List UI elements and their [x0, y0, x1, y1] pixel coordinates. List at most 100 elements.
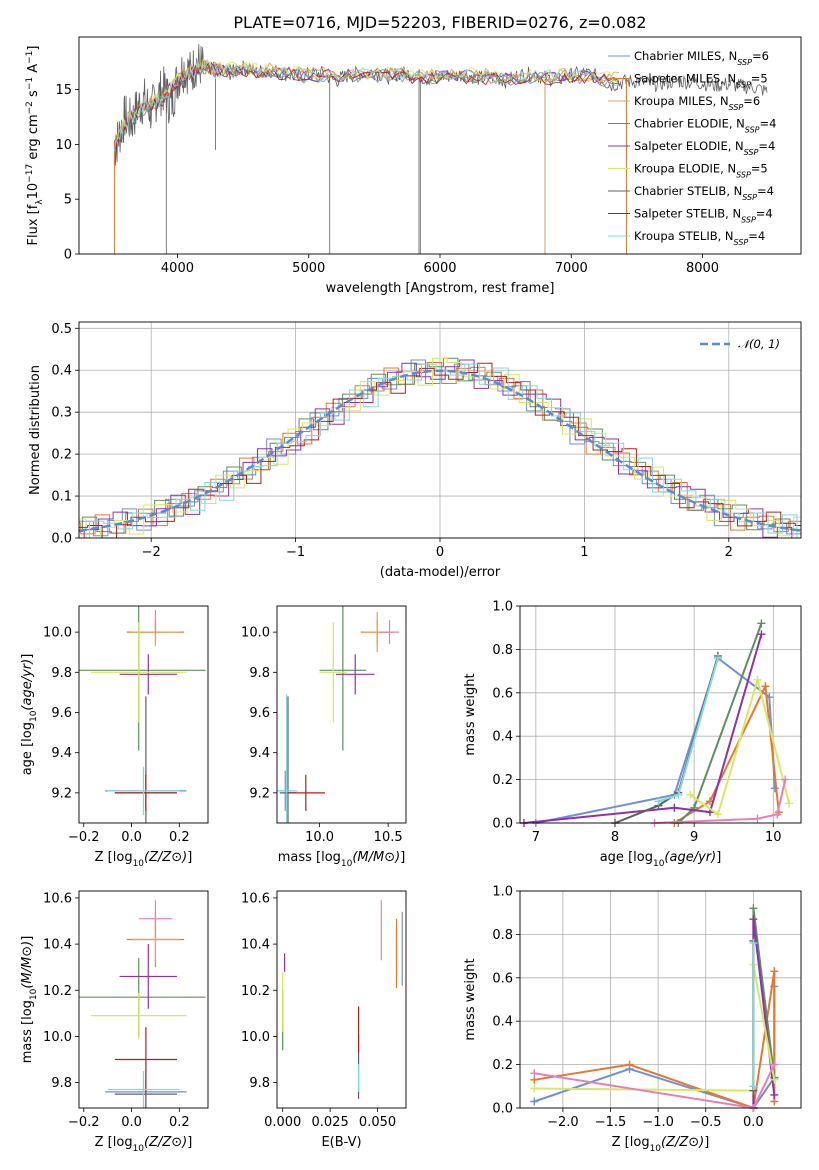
legend-label-sub: SSP: [737, 58, 752, 67]
weight-marker: [770, 1060, 779, 1069]
axis-label-part: (age/yr): [664, 850, 716, 865]
legend-label-part: Salpeter STELIB, N: [634, 207, 741, 221]
weight-marker: [770, 1090, 779, 1099]
weight-marker: [773, 810, 782, 819]
y-tick-label: 0.4: [492, 730, 513, 745]
x-axis-label: Z [log10(Z/Z⊙)]: [95, 850, 193, 869]
histogram-series: [79, 357, 801, 538]
x-axis-label: Z [log10(Z/Z⊙)]: [612, 1135, 710, 1154]
y-tick-label: 9.8: [51, 1076, 72, 1091]
x-tick-label: 4000: [161, 261, 194, 276]
x-tick-label: 0: [436, 545, 444, 560]
axis-label-part: ]: [716, 850, 721, 865]
x-tick-label: 7: [532, 830, 540, 845]
y-tick-label: 0.0: [492, 1102, 513, 1117]
y-axis-label-part: A: [26, 64, 41, 77]
weight-marker: [770, 1075, 779, 1084]
residuals-plot-area: [79, 357, 801, 538]
y-tick-label: 10.0: [241, 626, 270, 641]
y-tick-label: 10.0: [43, 626, 72, 641]
y-axis-label: mass [log10(M/M⊙)]: [20, 936, 39, 1064]
weight-marker: [749, 915, 758, 924]
y-tick-label: 0.8: [492, 643, 513, 658]
axis-label-part: (age/yr): [20, 659, 35, 711]
legend-label-part: Kroupa ELODIE, N: [634, 162, 736, 176]
histogram-series: [79, 357, 801, 534]
axis-label-sub: 10: [650, 1144, 662, 1154]
y-tick-label: 10.6: [241, 891, 270, 906]
y-tick-label: 0.2: [492, 1058, 513, 1073]
x-tick-label: −1.0: [642, 1115, 674, 1130]
y-axis-label-part: 10: [26, 183, 41, 200]
weight-line: [534, 964, 776, 1092]
gauss-legend-label: 𝒩(0, 1): [738, 337, 780, 351]
legend-label-sub: SSP: [729, 103, 744, 112]
x-tick-label: 10.0: [305, 830, 334, 845]
axis-label-part: ]: [187, 850, 192, 865]
y-tick-label: 1.0: [492, 600, 513, 615]
Z-age-plot-area: [79, 606, 206, 823]
x-tick-label: 0.050: [359, 1115, 396, 1130]
weight-marker: [530, 1097, 539, 1106]
axis-label-part: mass [log: [278, 850, 341, 865]
axis-label-part: ]: [704, 1135, 709, 1150]
y-tick-label: 0.2: [51, 448, 72, 463]
x-tick-label: 0.0: [121, 830, 142, 845]
axis-label-sub: 10: [133, 1144, 145, 1154]
weight-line: [654, 779, 787, 824]
y-axis-label-part: Flux [f: [26, 204, 41, 245]
legend-label: Chabrier MILES, NSSP=6: [634, 49, 769, 67]
axis-label-part: (M/M⊙): [20, 941, 35, 989]
y-tick-label: 0.0: [51, 532, 72, 547]
Z-weight-panel: −2.0 −1.5 −1.0 −0.5 0.0 0.0 0.2 0.4 0.6 0.8 1.0 Z […: [463, 885, 802, 1154]
x-tick-label: 0.025: [312, 1115, 349, 1130]
legend-label-part: Salpeter ELODIE, N: [634, 139, 744, 153]
weight-marker: [785, 799, 794, 808]
axes-frame: [78, 890, 209, 1109]
y-tick-label: 9.8: [51, 666, 72, 681]
legend-label-sub: SSP: [736, 80, 751, 89]
y-tick-label: 9.4: [51, 746, 72, 761]
weight-marker: [770, 967, 779, 976]
mass-age-plot-area: [277, 606, 400, 823]
x-tick-label: −0.5: [690, 1115, 722, 1130]
model-spectrum-line: [113, 62, 620, 150]
y-axis-label-part: −2: [25, 101, 35, 114]
y-axis-label-part: erg cm: [26, 114, 41, 163]
axes-frame: [78, 321, 802, 539]
legend-label-sub: SSP: [745, 125, 760, 134]
y-axis-label: age [log10(age/yr)]: [20, 654, 39, 776]
weight-marker: [753, 675, 762, 684]
x-tick-label: 10.5: [374, 830, 403, 845]
legend-label-part: =4: [758, 139, 775, 153]
legend-label-part: =4: [748, 229, 765, 243]
weight-marker: [530, 1084, 539, 1093]
y-axis-label: mass weight: [463, 958, 478, 1040]
x-tick-label: −1: [286, 545, 305, 560]
y-tick-label: 9.2: [249, 786, 270, 801]
y-axis-label-part: ]: [26, 46, 41, 51]
y-tick-label: 9.8: [249, 1076, 270, 1091]
y-tick-label: 10: [55, 138, 72, 153]
y-axis-label-part: s: [26, 90, 41, 101]
y-tick-label: 9.8: [249, 666, 270, 681]
y-tick-label: 0: [64, 248, 72, 263]
axis-label-part: Z [log: [95, 850, 133, 865]
y-tick-label: 10.4: [43, 938, 72, 953]
weight-marker: [757, 630, 766, 639]
weight-marker: [781, 775, 790, 784]
age-weight-plot-area: [519, 619, 794, 827]
x-tick-label: −0.2: [68, 830, 100, 845]
y-tick-label: 10.2: [43, 984, 72, 999]
weight-marker: [530, 1069, 539, 1078]
legend-label-part: Chabrier ELODIE, N: [634, 117, 745, 131]
x-axis-label: age [log10(age/yr)]: [600, 850, 722, 869]
Z-mass-plot-area: [79, 900, 206, 1108]
weight-marker: [761, 682, 770, 691]
legend-label: Chabrier ELODIE, NSSP=4: [634, 117, 776, 135]
legend-label: Salpeter ELODIE, NSSP=4: [634, 139, 775, 157]
y-tick-label: 0.3: [51, 406, 72, 421]
weight-marker: [686, 790, 695, 799]
legend-label-part: =5: [751, 162, 768, 176]
